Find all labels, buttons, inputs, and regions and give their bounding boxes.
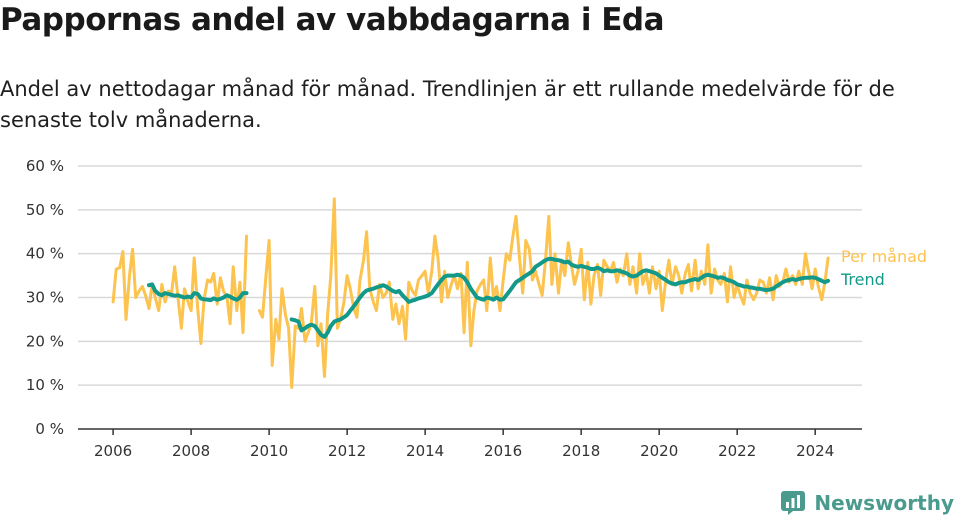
- chart-subtitle: Andel av nettodagar månad för månad. Tre…: [0, 77, 895, 132]
- series-labels: Per månad Trend: [840, 247, 927, 289]
- y-tick-label: 20 %: [26, 332, 64, 350]
- x-tick-label: 2012: [328, 442, 366, 460]
- x-axis-ticks: 2006 2008 2010 2012 2014 2016 2018 2020 2022 2024: [94, 429, 834, 460]
- brand-logo: Newsworthy: [780, 490, 954, 516]
- series-label-per-manad: Per månad: [841, 247, 927, 266]
- y-tick-label: 40 %: [26, 245, 64, 263]
- brand-name: Newsworthy: [814, 491, 954, 515]
- chart-title: Pappornas andel av vabbdagarna i Eda: [0, 2, 665, 38]
- x-tick-label: 2018: [562, 442, 600, 460]
- x-tick-label: 2022: [718, 442, 756, 460]
- y-tick-label: 30 %: [26, 289, 64, 307]
- y-tick-label: 60 %: [26, 157, 64, 175]
- series-label-trend: Trend: [840, 270, 885, 289]
- y-axis-ticks: 0 % 10 % 20 % 30 % 40 % 50 % 60 %: [26, 157, 64, 438]
- series-line-per-manad: [111, 197, 830, 389]
- x-tick-label: 2014: [406, 442, 444, 460]
- series-lines: [111, 197, 831, 389]
- gridlines: [78, 165, 862, 430]
- x-tick-label: 2020: [640, 442, 678, 460]
- y-tick-label: 10 %: [26, 376, 64, 394]
- x-tick-label: 2006: [94, 442, 132, 460]
- x-tick-label: 2010: [250, 442, 288, 460]
- x-tick-label: 2024: [796, 442, 834, 460]
- newsworthy-logo-icon: [781, 491, 806, 515]
- x-tick-label: 2008: [172, 442, 210, 460]
- series-line-trend: [147, 256, 831, 339]
- x-tick-label: 2016: [484, 442, 522, 460]
- y-tick-label: 50 %: [26, 201, 64, 219]
- y-tick-label: 0 %: [35, 420, 64, 438]
